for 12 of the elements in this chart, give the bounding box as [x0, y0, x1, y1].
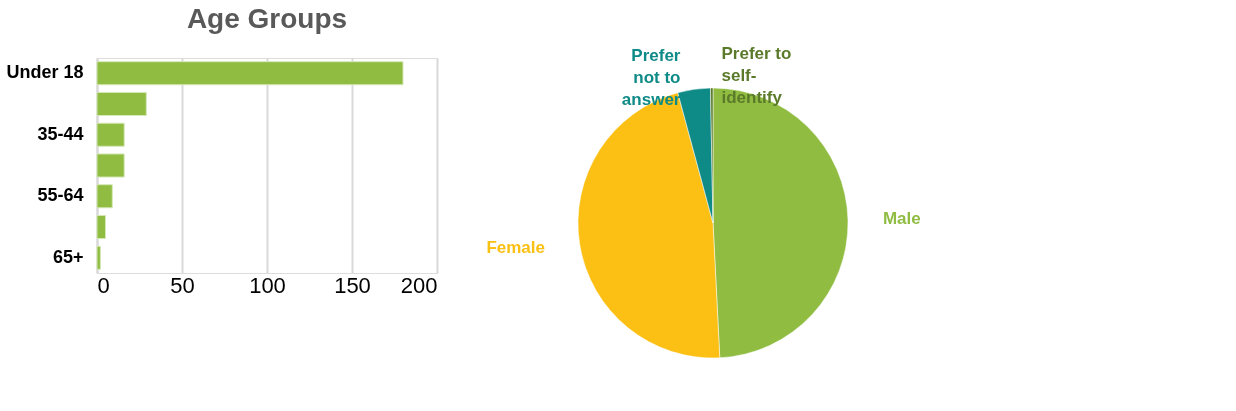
slice-label: Male	[882, 208, 921, 228]
x-tick-label: 0	[97, 272, 110, 298]
y-tick-label: 65+	[52, 246, 84, 267]
y-tick-label: Under 18	[6, 62, 84, 83]
x-tick-label: 100	[249, 272, 286, 298]
x-tick-label: 200	[400, 272, 438, 298]
chart-title: Age Groups	[186, 3, 348, 34]
y-tick-label: 35-44	[37, 123, 84, 144]
x-tick-label: 50	[170, 272, 195, 298]
slice-label: Female	[486, 238, 545, 258]
y-tick-label: 55-64	[37, 185, 84, 206]
x-tick-label: 150	[334, 272, 371, 298]
